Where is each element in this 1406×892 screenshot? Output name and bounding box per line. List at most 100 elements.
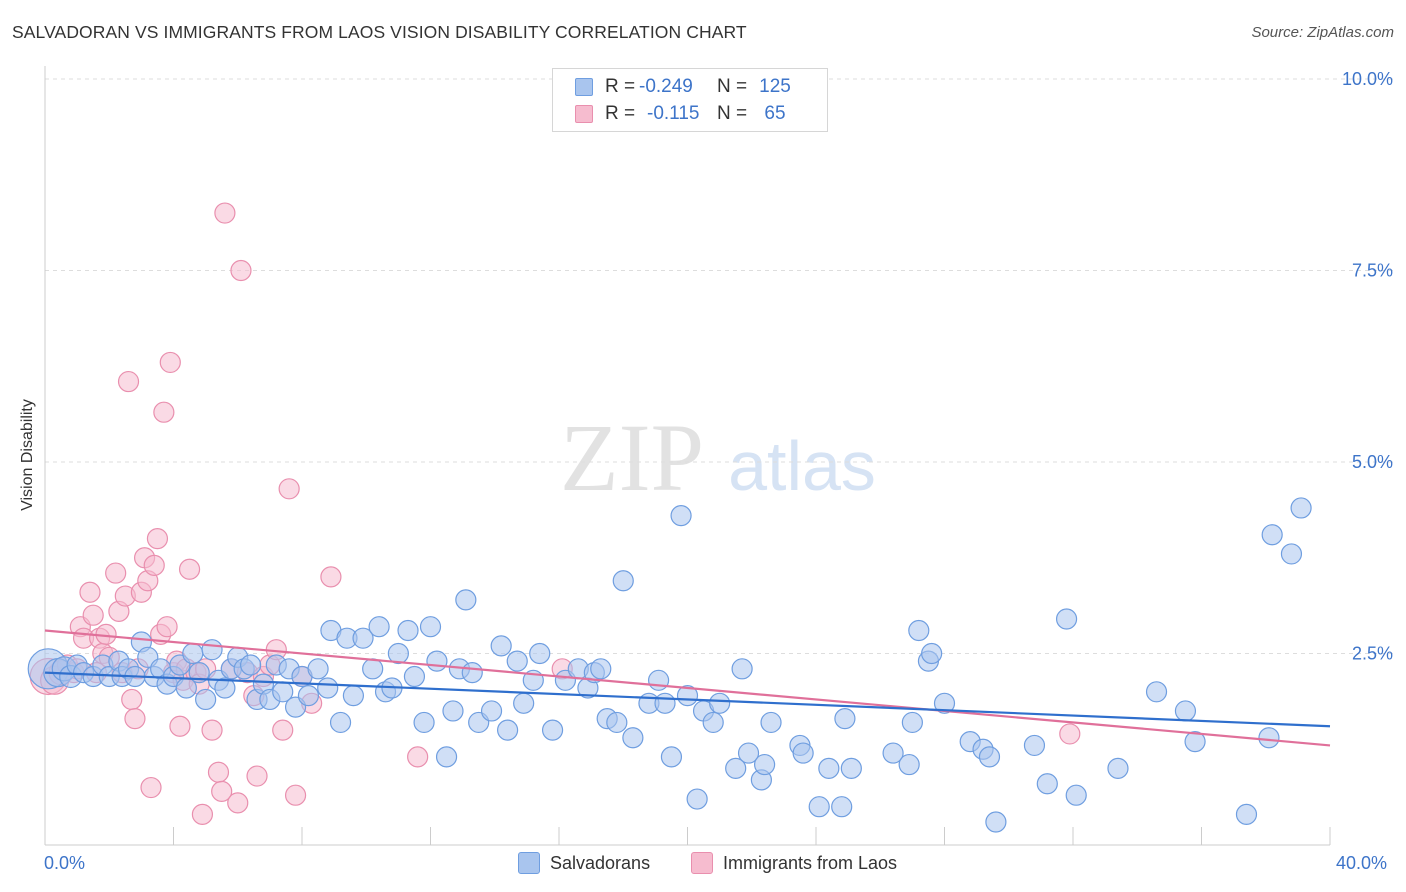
salvadoran-point — [1065, 784, 1087, 806]
salvadoran-point — [1174, 700, 1197, 722]
salvadoran-point — [329, 711, 352, 734]
salvadoran-point — [435, 746, 458, 768]
salvadoran-point — [737, 742, 760, 764]
salvadoran-point — [831, 796, 853, 818]
salvadoran-point — [214, 677, 236, 699]
salvadoran-point — [1055, 608, 1078, 630]
salvadoran-point — [753, 753, 776, 776]
laos-point — [284, 784, 307, 806]
trend-lines — [44, 629, 1331, 747]
legend-r-value: -0.115 — [647, 103, 700, 124]
y-tick-label: 2.5% — [1352, 644, 1393, 664]
salvadoran-point — [497, 719, 519, 741]
salvadoran-point — [647, 669, 670, 691]
salvadoran-point — [317, 677, 339, 699]
bottom-legend-label: Salvadorans — [550, 852, 651, 873]
salvadoran-point — [654, 692, 676, 714]
x-min-label: 0.0% — [44, 853, 86, 873]
salvadoran-point — [240, 654, 262, 676]
laos-point — [214, 202, 236, 224]
salvadoran-point — [342, 685, 364, 707]
salvadoran-point — [480, 700, 503, 722]
legend-swatch-pink — [575, 105, 593, 123]
salvadoran-point — [506, 650, 528, 672]
laos-point — [227, 792, 249, 814]
salvadoran-point — [387, 642, 409, 665]
laos-point — [146, 527, 169, 550]
salvadoran-point — [1184, 730, 1206, 753]
laos-point — [191, 803, 214, 825]
salvadoran-point — [840, 757, 862, 780]
salvadoran-point — [622, 727, 644, 749]
salvadoran-point — [461, 662, 483, 684]
salvadoran-point — [760, 711, 782, 734]
salvadoran-point — [670, 505, 692, 527]
salvadoran-point — [731, 658, 753, 680]
salvadoran-trend-line — [44, 671, 1331, 728]
gridlines — [45, 78, 1395, 654]
x-max-label: 40.0% — [1336, 853, 1388, 873]
salvadoran-point — [933, 692, 956, 714]
laos-point — [1059, 723, 1081, 745]
salvadoran-point — [818, 757, 840, 780]
salvadoran-point — [898, 753, 920, 776]
laos-point — [121, 688, 143, 711]
laos-point — [153, 401, 175, 423]
salvadoran-point — [541, 719, 564, 741]
salvadoran-point — [419, 616, 442, 638]
salvadoran-point — [606, 711, 628, 734]
y-tick-labels: 2.5% 5.0% 7.5% 10.0% — [1342, 69, 1393, 664]
salvadoran-point — [1258, 727, 1280, 749]
chart-title: SALVADORAN VS IMMIGRANTS FROM LAOS VISIO… — [12, 22, 747, 42]
salvadoran-point — [403, 665, 426, 688]
salvadoran-point — [1145, 681, 1168, 703]
salvadoran-point — [1023, 734, 1046, 757]
salvadoran-point — [612, 570, 634, 592]
salvadoran-point — [921, 642, 943, 665]
laos-point — [246, 765, 268, 787]
laos-point — [140, 776, 162, 799]
legend-n-label: N = — [717, 76, 748, 97]
salvadoran-point — [792, 742, 814, 764]
bottom-legend-swatch-pink — [691, 852, 713, 874]
salvadoran-point — [908, 619, 930, 642]
salvadoran-point — [660, 746, 683, 768]
legend-row-laos: R = -0.115 N = 65 — [575, 101, 795, 127]
laos-point — [117, 370, 140, 393]
salvadoran-point — [513, 692, 535, 714]
y-tick-label: 7.5% — [1352, 261, 1393, 281]
salvadoran-point — [702, 711, 724, 734]
laos-point — [143, 554, 165, 577]
salvadoran-point — [1290, 497, 1312, 519]
salvadoran-point — [529, 642, 551, 665]
bottom-legend-label: Immigrants from Laos — [723, 852, 898, 873]
laos-point — [159, 351, 181, 374]
salvadoran-point — [397, 619, 419, 642]
salvadoran-point — [413, 711, 435, 734]
laos-point — [124, 708, 146, 730]
salvadoran-point — [368, 616, 390, 638]
salvadoran-point — [978, 746, 1001, 768]
laos-point — [169, 715, 191, 737]
laos-trend-line — [44, 629, 1331, 747]
laos-point — [201, 719, 223, 741]
salvadoran-point — [426, 650, 448, 672]
source-label: Source: ZipAtlas.com — [1251, 24, 1394, 41]
salvadoran-point — [1235, 803, 1258, 825]
laos-point — [211, 780, 233, 802]
stats-legend: R = -0.249 N = 125 R = -0.115 N = 65 — [552, 68, 828, 132]
salvadoran-point — [455, 589, 477, 611]
axes — [44, 66, 1331, 846]
laos-point — [178, 558, 201, 580]
bottom-legend-swatch-blue — [518, 852, 540, 874]
laos-point — [320, 566, 342, 588]
watermark-atlas: atlas — [728, 427, 876, 505]
salvadoran-point — [1280, 543, 1303, 565]
salvadoran-point — [362, 658, 384, 680]
salvadoran-point — [686, 788, 708, 810]
laos-point — [79, 581, 101, 603]
salvadoran-point — [188, 662, 210, 684]
salvadoran-point — [901, 711, 923, 734]
salvadoran-point — [297, 685, 320, 707]
